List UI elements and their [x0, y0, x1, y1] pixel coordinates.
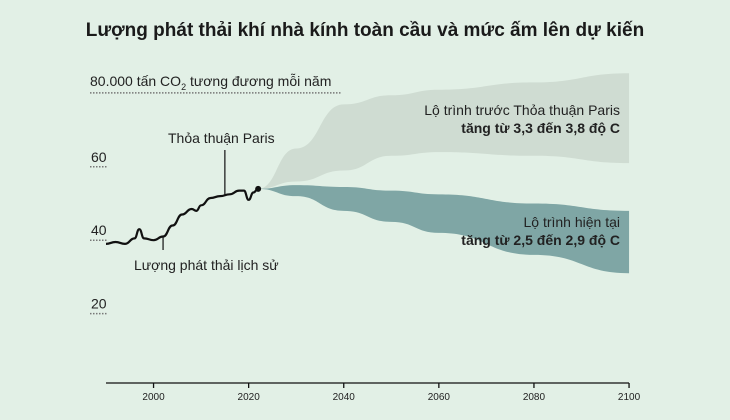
- latest-point: [255, 185, 262, 192]
- x-tick-label: 2020: [238, 392, 261, 403]
- current-path-band: [258, 185, 630, 274]
- current-path-warming: tăng từ 2,5 đến 2,9 độ C: [461, 232, 620, 248]
- paris-agreement-label: Thỏa thuận Paris: [168, 130, 275, 146]
- x-tick-label: 2000: [142, 392, 165, 403]
- historical-emissions-line: [105, 187, 259, 245]
- y-tick-label: 20: [91, 296, 107, 312]
- x-tick-label: 2040: [333, 392, 356, 403]
- chart-title: Lượng phát thải khí nhà kính toàn cầu và…: [85, 20, 645, 41]
- y-tick-label: 60: [91, 149, 107, 165]
- x-tick-label: 2060: [428, 392, 451, 403]
- x-tick-label: 2100: [618, 392, 641, 403]
- pre-paris-warming: tăng từ 3,3 đến 3,8 độ C: [461, 120, 620, 136]
- historical-emissions-label: Lượng phát thải lịch sử: [134, 257, 279, 273]
- x-tick-label: 2080: [523, 392, 546, 403]
- pre-paris-band: [258, 73, 630, 189]
- current-path-label: Lộ trình hiện tại: [523, 214, 620, 230]
- y-axis-unit-label: 80.000 tấn CO2 tương đương mỗi năm: [90, 73, 331, 92]
- pre-paris-label: Lộ trình trước Thỏa thuận Paris: [424, 102, 620, 118]
- y-tick-label: 40: [91, 222, 107, 238]
